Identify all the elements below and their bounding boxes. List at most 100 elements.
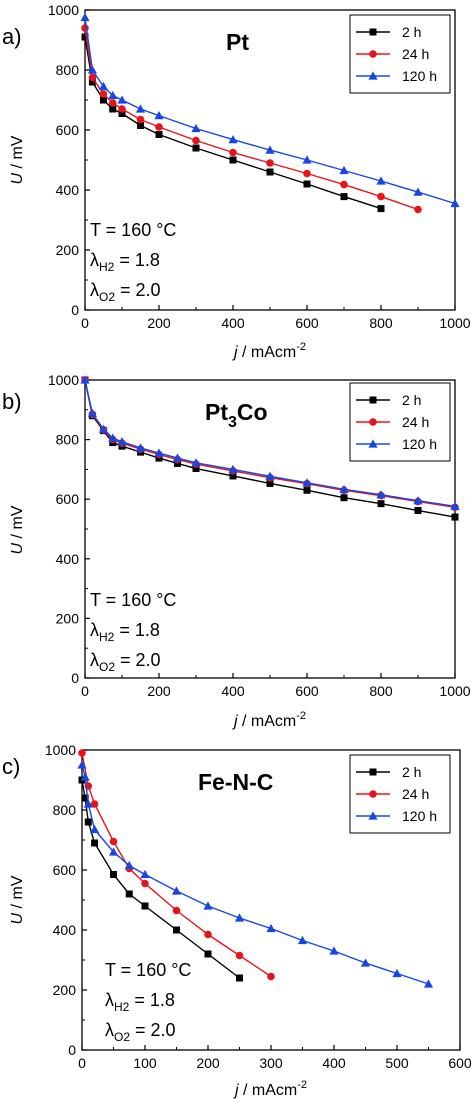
condition-label: λH2 = 1.8 xyxy=(90,620,160,644)
data-point xyxy=(228,464,238,474)
data-point xyxy=(80,772,90,781)
x-tick-label: 0 xyxy=(81,683,89,699)
panel-letter: c) xyxy=(2,754,20,779)
legend-marker xyxy=(369,28,377,36)
legend-marker xyxy=(369,418,377,426)
condition-label: λO2 = 2.0 xyxy=(90,650,161,674)
legend-label: 120 h xyxy=(402,808,437,824)
data-point xyxy=(204,950,212,958)
data-point xyxy=(78,749,86,757)
x-tick-label: 600 xyxy=(295,683,319,699)
data-point xyxy=(81,33,89,41)
data-point xyxy=(90,824,100,834)
data-point xyxy=(137,122,144,129)
series-line xyxy=(84,379,456,508)
data-point xyxy=(266,479,274,487)
legend-marker xyxy=(369,768,377,776)
legend-marker xyxy=(368,71,378,80)
y-tick-label: 400 xyxy=(56,551,80,567)
y-tick-label: 400 xyxy=(56,182,80,198)
series-line xyxy=(84,379,456,518)
data-point xyxy=(109,837,118,846)
x-tick-label: 1000 xyxy=(439,315,470,331)
data-point xyxy=(174,459,181,467)
data-point xyxy=(108,99,117,107)
series-120h xyxy=(80,375,460,511)
data-point xyxy=(88,73,97,82)
data-point xyxy=(303,486,311,494)
data-point xyxy=(80,375,90,384)
y-tick-label: 1000 xyxy=(48,372,79,388)
y-tick-label: 200 xyxy=(53,982,77,998)
data-point xyxy=(80,12,90,22)
legend-marker xyxy=(369,50,377,58)
legend-label: 120 h xyxy=(402,68,437,84)
data-point xyxy=(81,24,89,32)
data-point xyxy=(376,176,386,185)
data-point xyxy=(266,159,274,167)
x-tick-label: 0 xyxy=(81,315,89,331)
legend-marker xyxy=(368,439,378,448)
data-point xyxy=(192,144,200,152)
data-point xyxy=(229,156,237,164)
data-point xyxy=(377,500,385,508)
series-120h xyxy=(77,760,434,988)
data-point xyxy=(88,78,96,86)
data-point xyxy=(204,930,212,939)
legend-label: 2 h xyxy=(402,764,421,780)
data-point xyxy=(173,926,180,934)
data-point xyxy=(265,145,275,154)
y-tick-label: 600 xyxy=(56,122,80,138)
data-point xyxy=(229,472,237,480)
panel-letter: b) xyxy=(2,389,22,414)
y-tick-label: 0 xyxy=(71,670,79,686)
data-point xyxy=(140,869,150,879)
legend-label: 24 h xyxy=(402,46,429,62)
y-tick-label: 200 xyxy=(56,242,80,258)
series-2h xyxy=(81,33,385,213)
chart-panel-c: 0 100 200 300 400 500 600 0 200 400 600 800 1000 j / … xyxy=(2,742,472,1099)
data-point xyxy=(124,860,134,870)
data-point xyxy=(154,111,164,120)
data-point xyxy=(172,906,181,915)
data-point xyxy=(135,104,146,113)
x-axis-label: j / mAcm-2 xyxy=(232,341,306,361)
data-point xyxy=(191,458,201,467)
condition-label: λO2 = 2.0 xyxy=(105,1020,176,1044)
x-tick-label: 500 xyxy=(385,1055,409,1071)
data-point xyxy=(235,951,244,960)
data-point xyxy=(141,902,149,910)
data-point xyxy=(81,794,89,802)
data-point xyxy=(135,443,146,452)
data-point xyxy=(191,123,201,133)
data-point xyxy=(171,886,182,895)
data-point xyxy=(303,169,311,178)
data-point xyxy=(339,165,349,175)
data-point xyxy=(192,465,200,473)
data-point xyxy=(360,958,371,967)
data-point xyxy=(266,923,276,933)
data-point xyxy=(108,90,118,100)
legend-marker xyxy=(369,396,377,404)
data-point xyxy=(236,974,243,982)
y-tick-label: 0 xyxy=(71,302,79,318)
condition-label: T = 160 °C xyxy=(90,590,176,610)
series-line xyxy=(81,764,429,985)
data-point xyxy=(340,193,348,201)
data-point xyxy=(340,494,348,502)
data-point xyxy=(99,90,108,98)
condition-label: T = 160 °C xyxy=(90,220,176,240)
y-tick-label: 600 xyxy=(53,862,77,878)
data-point xyxy=(118,105,126,113)
x-tick-label: 400 xyxy=(221,683,245,699)
legend-label: 24 h xyxy=(402,414,429,430)
series-line xyxy=(84,379,456,508)
data-point xyxy=(450,501,460,511)
data-point xyxy=(136,115,145,124)
condition-label: λH2 = 1.8 xyxy=(105,990,175,1014)
data-point xyxy=(339,484,349,494)
x-tick-label: 400 xyxy=(322,1055,346,1071)
legend-label: 2 h xyxy=(402,392,421,408)
data-point xyxy=(91,839,99,847)
chart-panel-b: 0 200 400 600 800 1000 0 200 400 600 800 1000 j / mA… xyxy=(2,372,471,730)
